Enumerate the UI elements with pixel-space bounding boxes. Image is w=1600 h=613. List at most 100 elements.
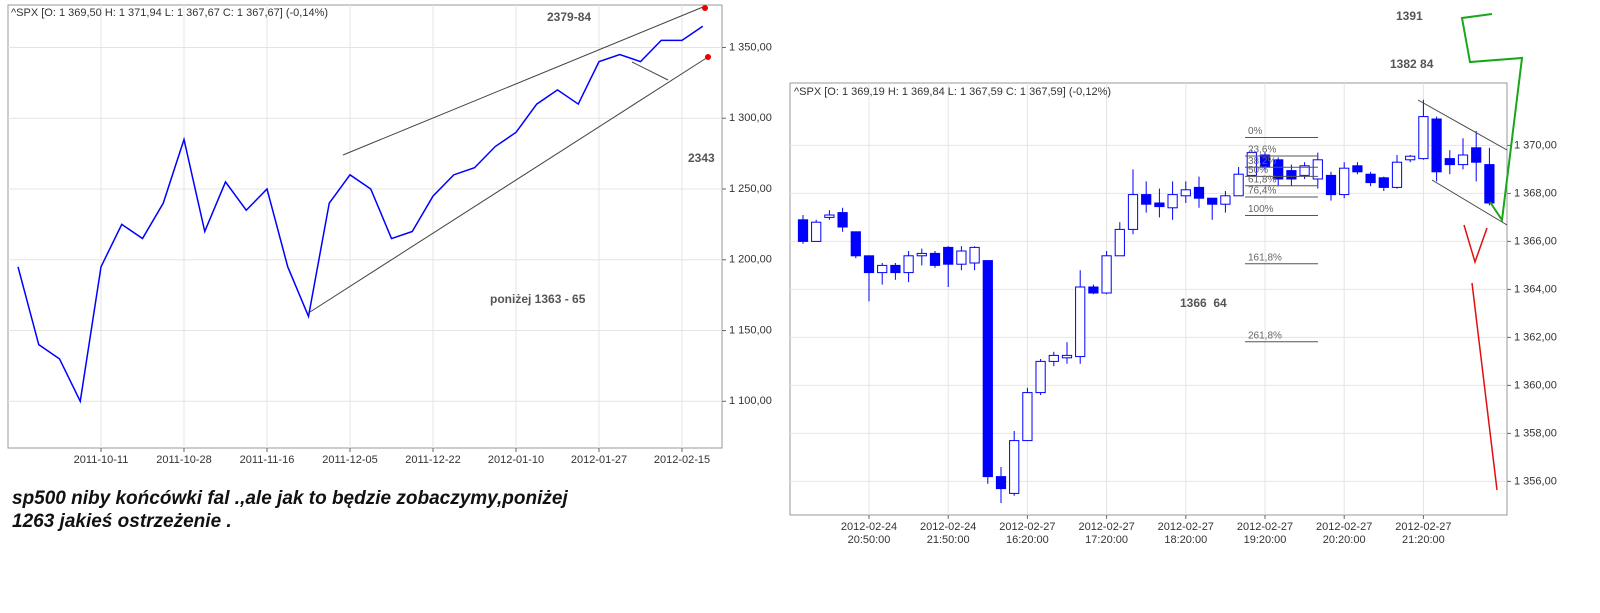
y-tick-label: 1 364,00 [1514,283,1557,295]
candle-body [1088,286,1099,294]
candle-body [1286,170,1297,180]
x-tick-label: 2011-12-05 [322,454,378,466]
annotation: 1366 64 [1180,296,1227,310]
x-tick-label: 2011-10-11 [73,454,129,466]
fib-label: 261,8% [1248,330,1282,341]
y-tick-label: 1 200,00 [729,254,772,266]
annotation: 2343 [688,151,715,165]
y-tick-label: 1 150,00 [729,324,772,336]
y-tick-label: 1 358,00 [1514,427,1557,439]
caption: sp500 niby końcówki fal .,ale jak to będ… [12,487,568,533]
fib-label: 50% [1248,165,1268,176]
candle-body [1207,197,1218,205]
candle-body [1220,195,1231,205]
candle-body [837,212,848,228]
fib-label: 76,4% [1248,186,1276,197]
candle-body [956,250,967,265]
left-grid: 1 100,00 1 150,00 1 200,00 1 250,00 1 300,00… [8,5,772,452]
candle-body [1484,164,1495,204]
fib-label: 0% [1248,126,1263,137]
y-tick-label: 1 370,00 [1514,139,1557,151]
y-tick-label: 1 362,00 [1514,331,1557,343]
y-tick-label: 1 100,00 [729,395,772,407]
trend-line [342,6,704,156]
y-tick-label: 1 350,00 [729,41,772,53]
right-title: ^SPX [O: 1 369,19 H: 1 369,84 L: 1 367,5… [794,86,1111,98]
candle-body [1273,159,1284,180]
marker [705,54,711,60]
fib-label: 23,6% [1248,145,1276,156]
trend-line [309,56,709,313]
x-tick-label: 2012-01-10 [487,454,545,466]
trend-line [631,61,669,81]
candle-body [1312,159,1323,180]
x-tick-label: 2012-02-24 20:50:00 [840,521,898,546]
fib-label: 61,8% [1248,174,1276,185]
candle-body [1048,354,1059,362]
x-tick-label: 2012-02-15 [653,454,711,466]
candle-body [1405,155,1416,161]
annotation: 1391 [1396,9,1423,23]
candle-body [811,221,822,242]
y-tick-label: 1 250,00 [729,183,772,195]
candle-body [916,252,927,257]
candle-body [1114,228,1125,257]
annotation: 2379-84 [547,10,591,24]
candle-body [877,264,888,274]
x-tick-label: 2012-02-27 19:20:00 [1236,521,1294,546]
candle-body [982,260,993,478]
x-tick-label: 2012-02-27 17:20:00 [1078,521,1135,546]
y-tick-label: 1 368,00 [1514,187,1557,199]
candle-body [1035,360,1046,394]
price-line [17,25,704,404]
y-tick-label: 1 366,00 [1514,235,1557,247]
drawn-wave [1471,282,1498,491]
candle-body [995,476,1007,490]
candle-body [1365,173,1376,184]
left-channel [309,5,711,313]
trend-line [1417,99,1508,151]
candle-body [1378,177,1389,188]
candle-body [1233,173,1244,197]
candle-body [1141,194,1152,205]
candle-body [890,264,901,274]
x-tick-label: 2012-02-27 16:20:00 [999,521,1056,546]
trend-line [1431,179,1508,226]
candle-body [797,219,809,242]
x-tick-label: 2012-02-27 21:20:00 [1395,521,1452,546]
candle-body [1325,174,1337,196]
candle-body [1154,202,1165,208]
x-tick-label: 2012-02-27 20:20:00 [1316,521,1373,546]
candle-body [1127,194,1139,230]
x-tick-label: 2011-10-28 [156,454,212,466]
candle-body [1299,165,1310,176]
y-tick-label: 1 300,00 [729,112,772,124]
left-title: ^SPX [O: 1 369,50 H: 1 371,94 L: 1 367,6… [11,7,328,19]
annotation: poniżej 1363 - 65 [490,292,586,306]
y-tick-label: 1 360,00 [1514,379,1557,391]
caption-line: sp500 niby końcówki fal .,ale jak to będ… [12,488,568,509]
candle-body [1391,161,1403,188]
candle-body [1444,158,1455,166]
left-plot-frame [7,4,723,449]
candle-body [863,255,875,274]
candle-body [1352,165,1363,173]
x-tick-label: 2012-02-24 21:50:00 [920,521,977,546]
fib-label: 161,8% [1248,252,1282,263]
fib-label: 100% [1248,204,1274,215]
annotation: 1382 84 [1390,57,1434,71]
candle-body [1061,354,1073,359]
drawn-wave [1460,13,1524,223]
candle-body [824,214,835,218]
x-tick-label: 2012-01-27 [570,454,628,466]
right-marks: 0% 23,6%38,2%50%61,8%76,4% 100% 161,8% 261,8… [797,99,1495,503]
right-grid: 1 356,00 1 358,00 1 360,00 1 362,00 1 364,00… [790,83,1557,519]
candle-body [1246,152,1257,176]
fib-label: 38,2% [1248,156,1276,167]
right-triangle [1417,99,1508,226]
candle-body [850,231,861,257]
candle-body [969,246,980,264]
caption-line: 1263 jakieś ostrzeżenie . [12,511,232,532]
